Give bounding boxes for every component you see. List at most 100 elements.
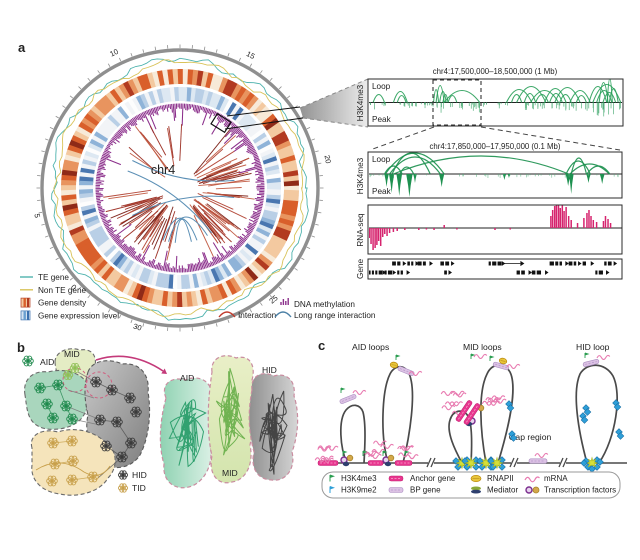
methylation-bar: [162, 250, 168, 271]
heatmap-slice: [199, 89, 209, 105]
interaction-line: [149, 126, 167, 156]
gene-exon: [440, 261, 444, 266]
gene-exon: [444, 270, 447, 275]
heatmap-slice: [164, 87, 172, 103]
connector-right: [480, 126, 621, 151]
gene-track-label: Gene: [356, 259, 365, 279]
heatmap-slice: [192, 273, 201, 288]
methylation-bar: [110, 139, 117, 145]
chromatin-scribbles: [168, 368, 288, 475]
heatmap-slice: [118, 276, 131, 293]
heatmap-slice: [251, 232, 267, 245]
heatmap-slice: [138, 93, 150, 109]
gene-arrow: [402, 261, 407, 266]
heatmap-slice: [89, 138, 105, 151]
chromatin-rosette: [100, 440, 112, 452]
heatmap-slice: [90, 105, 106, 120]
heatmap-slice: [131, 76, 143, 93]
methylation-bar: [241, 233, 249, 239]
chromatin-scribble: [168, 399, 207, 468]
heatmap-slice: [79, 172, 95, 180]
methylation-bar: [253, 157, 260, 161]
heatmap-slice: [212, 75, 224, 92]
methylation-bar: [245, 234, 250, 238]
methylation-bar: [133, 117, 138, 123]
methylation-bar: [97, 168, 102, 171]
methylation-bar: [145, 262, 149, 266]
heatmap-slice: [146, 270, 157, 286]
circos-tick: [317, 211, 322, 214]
gene-exon: [555, 261, 559, 266]
methylation-bar: [134, 255, 138, 260]
methylation-bar: [211, 115, 224, 135]
gene-exon: [397, 270, 400, 275]
heatmap-slice: [87, 222, 103, 234]
h3k4me3-flag: [489, 355, 495, 361]
h3k4me3-peak: [389, 174, 395, 193]
methylation-bar: [252, 152, 258, 156]
long-range-arc: [162, 217, 198, 241]
methylation-bar: [108, 229, 114, 234]
heatmap-slice: [61, 169, 78, 178]
legend-label: Gene expression level: [38, 311, 119, 320]
methylation-bar: [109, 229, 117, 235]
methylation-bar: [236, 131, 244, 138]
heatmap-slice: [80, 245, 97, 259]
methylation-bar: [144, 110, 148, 115]
heatmap-slice: [172, 274, 180, 290]
circos-tick: [55, 115, 59, 119]
circos-tick: [259, 70, 263, 74]
aid-right-label: AID: [180, 373, 194, 383]
circos-tick-label: 20: [323, 154, 333, 164]
wedge-edge-bottom: [302, 117, 369, 128]
flag-blue-icon: [329, 486, 335, 493]
methylation-bar: [103, 151, 111, 157]
heatmap-slice: [195, 289, 204, 306]
h3k4me3-loop-arc: [443, 89, 481, 103]
methylation-bar: [110, 233, 116, 238]
heatmap-slice: [217, 283, 229, 300]
heatmap-slice: [244, 265, 259, 281]
heatmap-slice: [217, 263, 230, 279]
methylation-bar: [198, 257, 203, 270]
heatmap-slice: [263, 159, 279, 169]
methylation-bar: [101, 215, 108, 220]
heatmap-slice: [251, 131, 267, 144]
heatmap-slice: [131, 283, 143, 300]
circos-tick: [306, 126, 311, 130]
mrna-squiggle: [473, 353, 488, 360]
heatmap-slice: [195, 70, 204, 87]
methylation-bar: [147, 109, 157, 130]
heatmap-slice: [281, 164, 298, 173]
methylation-bar: [141, 256, 146, 264]
methylation-bar: [200, 106, 203, 110]
legend-arc-icon: [218, 311, 236, 318]
heatmap-slice: [237, 88, 251, 105]
interaction-line: [215, 172, 252, 183]
heatmap-slice: [141, 73, 152, 90]
h3k9me2-mark: [616, 432, 625, 440]
mrna-squiggle: [450, 390, 465, 396]
methylation-bar: [238, 240, 244, 246]
methylation-bar: [220, 257, 224, 262]
heatmap-slice: [214, 265, 226, 281]
browser-panel-1mb: chr4:17,500,000–18,500,000 (1 Mb) Loop P…: [356, 67, 624, 151]
methylation-bar: [247, 148, 256, 154]
methylation-bar: [118, 240, 125, 247]
heatmap-slice: [79, 196, 95, 204]
circos-tick: [203, 46, 206, 51]
h3k4me3-loop-arc: [575, 94, 587, 103]
loop-diagrams: [314, 352, 627, 473]
chromatin-link: [95, 381, 113, 391]
circos-tick: [49, 246, 54, 250]
panel-c-legend-label: Mediator: [487, 486, 518, 495]
methylation-bar: [251, 215, 259, 220]
heatmap-slice: [268, 237, 285, 250]
heatmap-slice: [247, 238, 262, 252]
heatmap-slice: [113, 86, 127, 102]
interaction-line: [210, 164, 247, 176]
heatmap-slice: [78, 121, 94, 135]
methylation-bar: [161, 105, 164, 112]
heatmap-slice: [67, 144, 84, 156]
